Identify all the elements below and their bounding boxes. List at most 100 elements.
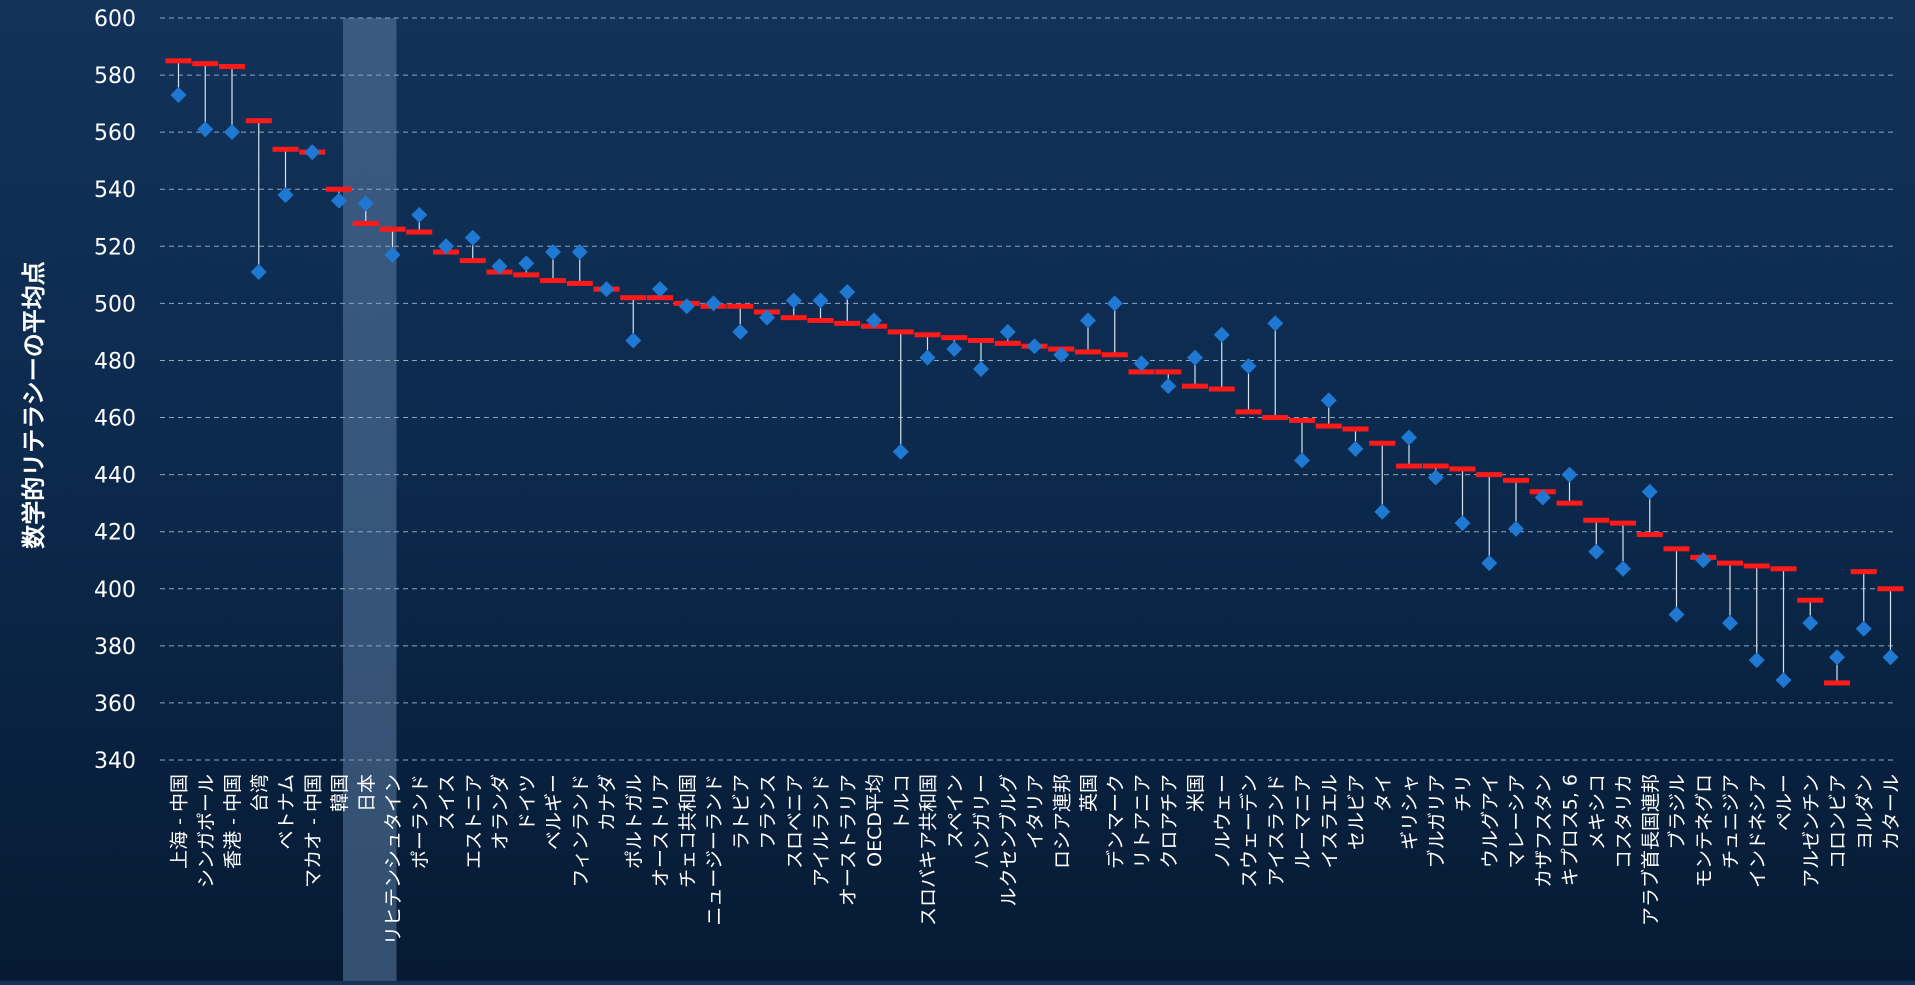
diamond-point [759,309,775,326]
point-layer [170,87,1899,689]
x-tick-label: ラトビア [730,774,752,850]
bar-marker [1422,463,1449,469]
bar-marker [647,295,673,301]
diamond-point [277,186,294,203]
bar-marker [219,64,245,70]
diamond-point [571,244,588,261]
x-tick-label: オランダ [490,774,512,850]
diamond-point [732,323,749,340]
bar-marker [1850,569,1877,575]
x-tick-label: スロベニア [784,774,806,869]
diamond-point [1668,606,1685,623]
bar-marker [1369,440,1396,446]
bar-marker [326,186,352,192]
bar-marker [566,280,593,286]
diamond-point [652,281,668,298]
bar-marker [1636,532,1663,538]
bar-marker [540,278,566,284]
x-tick-label: 米国 [1185,774,1207,812]
x-tick-label: キプロス5, 6 [1560,774,1582,886]
diamond-point [1695,552,1712,569]
bar-marker [1128,369,1155,375]
x-tick-label: デンマーク [1105,774,1127,869]
x-tick-label: イタリア [1025,774,1047,849]
x-tick-label: ベトナム [276,774,298,849]
bar-marker [165,58,192,64]
x-tick-label: マレーシア [1506,774,1528,869]
x-tick-label: ルーマニア [1292,774,1314,869]
y-tick-label: 600 [94,7,136,32]
x-tick-label: リヒテンシュタイン [383,774,405,945]
bar-marker [620,295,647,301]
diamond-point [518,255,535,272]
diamond-point [1213,326,1230,343]
diamond-point [1454,515,1471,532]
bar-marker [1396,463,1422,469]
bar-marker [1556,500,1583,506]
bar-marker [513,272,540,278]
diamond-point [1427,469,1444,486]
y-tick-label: 580 [94,64,136,89]
bar-marker [1262,415,1289,421]
bar-marker [941,335,968,341]
bar-marker [727,303,754,309]
highlight-band [343,18,397,981]
bar-marker [379,226,406,232]
diamond-point [812,292,829,309]
bar-marker [1155,369,1182,375]
bar-marker [1101,352,1128,358]
bar-marker [192,61,219,67]
diamond-point [973,361,989,378]
x-tick-label: ポーランド [409,774,431,869]
x-tick-label: ハンガリー [971,774,993,869]
bar-marker [459,258,486,264]
y-tick-label: 520 [94,235,136,260]
x-tick-label: フィンランド [570,774,592,888]
x-tick-label: オーストリア [650,774,672,887]
diamond-point [1160,378,1177,395]
grid-layer [160,17,1897,761]
bar-marker [1182,383,1208,389]
x-tick-label: クロアチア [1158,774,1180,869]
bar-marker [887,329,914,335]
x-tick-label: チリ [1453,774,1475,812]
y-axis-ticks: 340 360 380 400 420 440 460 480 500 520 540 560 580 6… [94,7,136,774]
x-tick-label: 英国 [1078,774,1100,812]
diamond-point [625,332,642,349]
x-tick-label: チュニジア [1720,774,1742,869]
x-tick-label: ルクセンブルグ [997,774,1020,906]
diamond-point [1080,312,1096,329]
x-tick-label: コロンビア [1827,774,1849,869]
x-tick-label: ドイツ [516,774,538,831]
x-tick-label: インドネシア [1747,774,1769,888]
bar-marker [1315,423,1342,429]
diamond-point [1320,392,1337,409]
x-tick-label: アラブ首長国連邦 [1639,774,1662,926]
diamond-point [304,144,321,161]
bar-layer [165,58,1904,686]
y-tick-label: 360 [94,692,136,717]
diamond-point [250,263,267,280]
bar-marker [1610,520,1636,526]
stem-layer [177,60,1892,683]
x-tick-label: アイスランド [1265,774,1287,886]
diamond-point [1026,338,1043,355]
bar-marker [1476,472,1503,478]
diamond-point [1882,649,1899,666]
x-tick-label: 香港 - 中国 [222,774,244,869]
diamond-point [438,238,454,255]
x-tick-label: ヨルダン [1854,774,1876,850]
diamond-point [1294,452,1310,469]
x-tick-label: カナダ [597,774,619,831]
x-tick-label: ギリシャ [1399,774,1421,850]
bar-marker [1503,477,1529,483]
x-tick-label: ブルガリア [1425,774,1448,868]
diamond-point [384,246,401,263]
diamond-point [1240,358,1257,375]
diamond-point [1133,355,1150,372]
diamond-point [1722,615,1738,632]
bar-marker [1583,517,1610,523]
diamond-point [1615,560,1631,577]
bar-marker [834,320,861,326]
